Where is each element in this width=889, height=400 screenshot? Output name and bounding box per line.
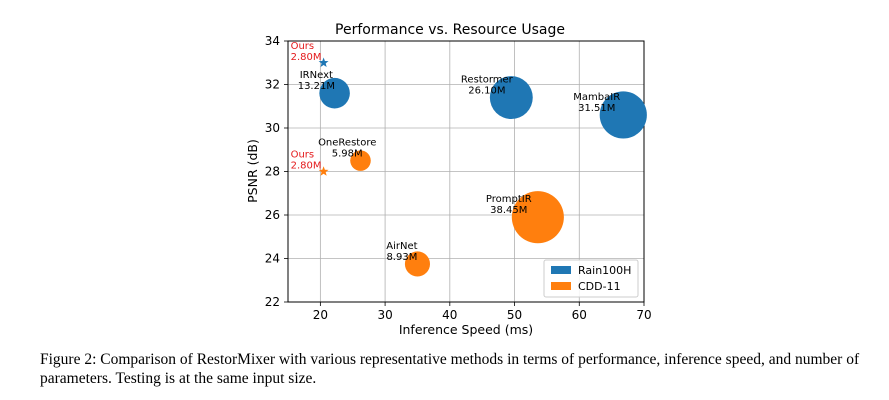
x-tick-label: 20 — [313, 308, 328, 322]
onerestore-cdd-11-label: OneRestore — [318, 138, 376, 149]
y-tick-label: 22 — [265, 295, 280, 309]
promptir-cdd-11-label: PromptIR — [486, 194, 532, 205]
x-tick-label: 50 — [507, 308, 522, 322]
y-tick-label: 32 — [265, 78, 280, 92]
irnext-rain100h-label: IRNext — [300, 70, 333, 81]
ours-rain100h-params-label: 2.80M — [291, 52, 322, 63]
ours-cdd-11-star-marker — [318, 166, 329, 176]
airnet-cdd-11-params-label: 8.93M — [386, 252, 417, 263]
legend-label-rain100h: Rain100H — [578, 264, 631, 277]
promptir-cdd-11-params-label: 38.45M — [490, 205, 527, 216]
restormer-rain100h-bubble — [489, 76, 533, 120]
x-tick-label: 70 — [636, 308, 651, 322]
chart: Performance vs. Resource Usage 20 30 40 50 6… — [245, 22, 652, 337]
promptir-cdd-11-bubble — [511, 191, 564, 244]
restormer-rain100h-params-label: 26.10M — [468, 86, 505, 97]
y-tick-label: 24 — [265, 252, 280, 266]
y-tick-label: 26 — [265, 208, 280, 222]
onerestore-cdd-11-bubble — [350, 150, 371, 171]
ours-cdd-11-label: Ours — [291, 150, 315, 161]
legend-swatch-cdd-11 — [551, 282, 571, 290]
onerestore-cdd-11-params-label: 5.98M — [332, 149, 363, 160]
figure-caption: Figure 2: Comparison of RestorMixer with… — [40, 351, 860, 387]
x-axis-label: Inference Speed (ms) — [399, 322, 533, 337]
legend-label-cdd-11: CDD-11 — [578, 280, 621, 293]
y-axis-label: PSNR (dB) — [245, 139, 260, 203]
axis-ticks: 20 30 40 50 60 70 22 24 26 28 30 32 34 — [265, 34, 652, 322]
mambair-rain100h-params-label: 31.51M — [578, 103, 615, 114]
airnet-cdd-11-bubble — [404, 251, 431, 277]
data-labels: Ours2.80MIRNext13.21MRestormer26.10MMamb… — [291, 41, 621, 263]
chart-title: Performance vs. Resource Usage — [335, 22, 565, 38]
y-tick-label: 28 — [265, 165, 280, 179]
ours-rain100h-star-marker — [318, 57, 329, 67]
y-tick-label: 34 — [265, 34, 280, 48]
mambair-rain100h-bubble — [599, 91, 647, 139]
y-tick-label: 30 — [265, 121, 280, 135]
x-tick-label: 40 — [442, 308, 457, 322]
irnext-rain100h-params-label: 13.21M — [298, 81, 335, 92]
restormer-rain100h-label: Restormer — [461, 75, 514, 86]
x-tick-label: 60 — [572, 308, 587, 322]
ours-rain100h-label: Ours — [291, 41, 315, 52]
legend-swatch-rain100h — [551, 266, 571, 274]
x-tick-label: 30 — [377, 308, 392, 322]
mambair-rain100h-label: MambaIR — [573, 92, 620, 103]
legend: Rain100H CDD-11 — [543, 259, 639, 298]
irnext-rain100h-bubble — [319, 77, 350, 109]
data-markers — [318, 57, 647, 277]
airnet-cdd-11-label: AirNet — [386, 241, 417, 252]
ours-cdd-11-params-label: 2.80M — [291, 161, 322, 172]
